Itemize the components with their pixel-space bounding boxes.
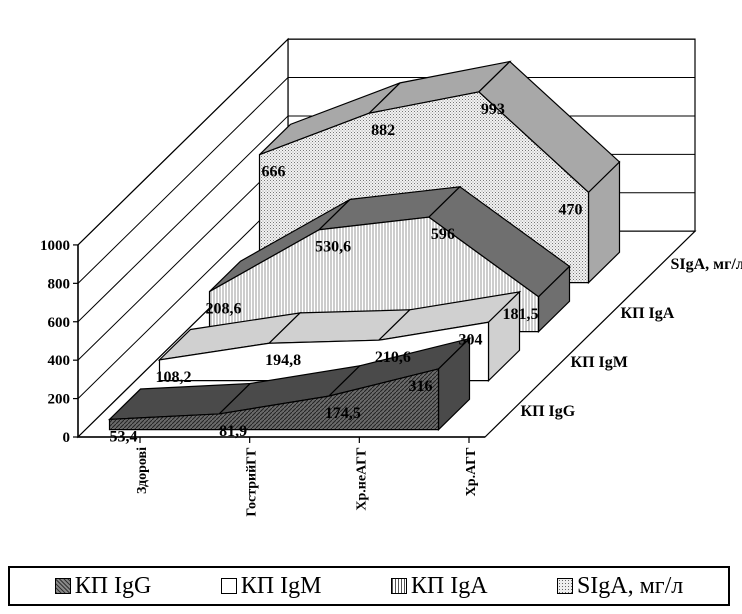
legend-item: SIgA, мг/л [556,572,684,600]
chart-legend: КП IgG КП IgM КП IgA SIgA, мг/л [8,566,730,606]
legend-label: SIgA, мг/л [576,572,684,599]
data-label: 210,6 [375,349,411,366]
gridline [77,38,695,246]
series-label: КП IgM [571,354,628,371]
category-label: Здорові [135,447,150,494]
data-label: 470 [559,201,583,218]
y-tick-label: 600 [48,315,71,331]
data-label: 666 [262,164,286,181]
legend-item: КП IgM [220,572,322,600]
chart-series [107,60,621,432]
data-label: 304 [459,331,483,348]
legend-item: КП IgG [54,572,152,600]
category-label: Хр.АГГ [464,447,479,496]
legend-label: КП IgG [74,572,152,599]
data-label: 108,2 [156,369,192,386]
series-label: КП IgA [621,305,675,322]
data-label: 596 [431,226,455,243]
data-label: 316 [409,378,433,395]
data-label: 174,5 [325,405,361,422]
y-tick-label: 800 [48,276,71,292]
data-label: 194,8 [265,352,301,369]
legend-label: КП IgA [410,572,488,599]
legend-item: КП IgA [390,572,488,600]
series-0 [107,337,472,432]
legend-swatch [390,578,407,594]
data-label: 530,6 [315,239,351,256]
y-tick-label: 0 [63,430,71,446]
data-label: 81,9 [219,423,247,440]
series-label: КП IgG [521,403,576,420]
data-label: 882 [371,122,395,139]
chart-axes: 0 200 400 600 800 1000 Здорові ГострийГГ Хр.неАГ… [40,238,485,517]
y-tick-label: 400 [48,353,71,369]
chart-3d-area: 0 200 400 600 800 1000 Здорові ГострийГГ Хр.неАГ… [40,37,742,517]
data-label: 53,4 [110,428,138,445]
legend-swatch [556,578,573,594]
data-label: 181,5 [503,306,539,323]
y-tick-label: 200 [48,392,71,408]
category-label: Хр.неАГГ [354,447,369,511]
series-front-face [108,368,440,431]
gridline [77,77,695,284]
data-label: 208,6 [206,301,242,318]
y-tick-label: 1000 [40,238,70,254]
chart-labels: 666 882 993 470 SIgA, мг/л 208,6 530,6 596 181,5… [110,101,742,445]
legend-swatch [54,578,71,594]
series-label: SIgA, мг/л [671,256,742,273]
data-label: 993 [481,101,505,118]
legend-swatch [220,578,237,594]
category-label: ГострийГГ [245,447,260,517]
legend-label: КП IgM [240,572,322,599]
